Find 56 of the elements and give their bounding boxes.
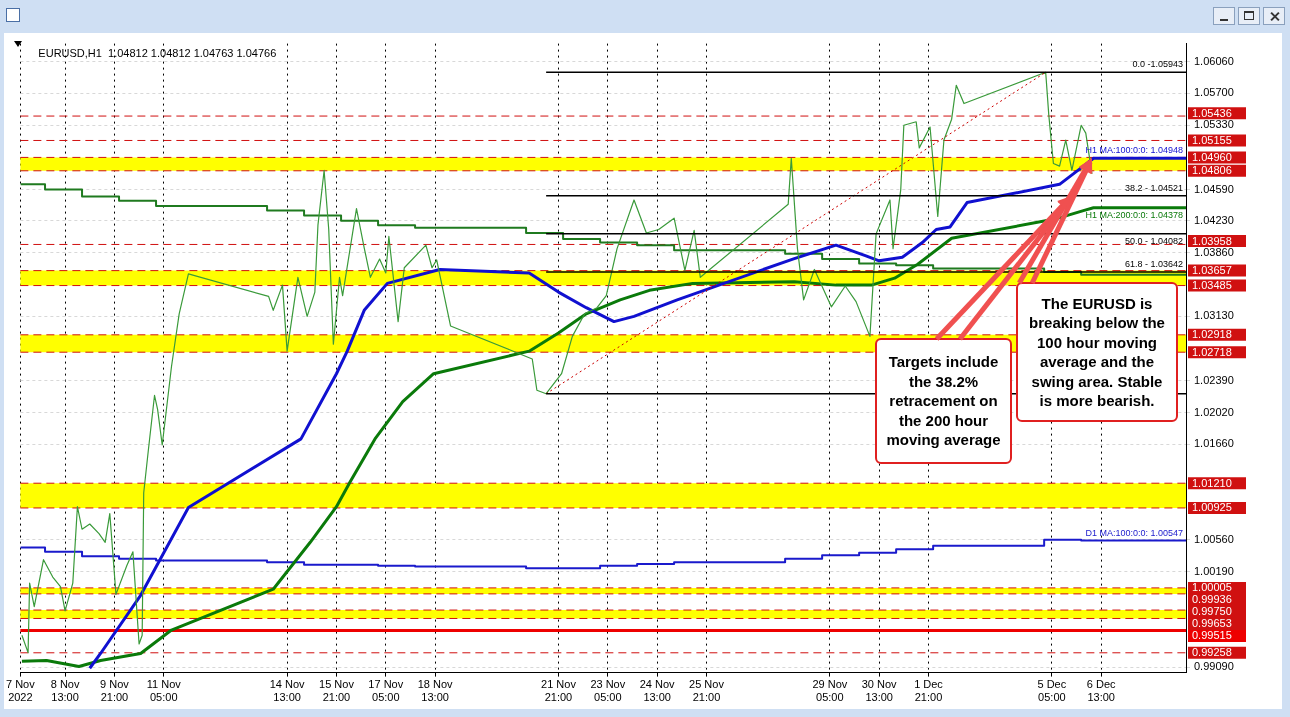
callout: The EURUSD is breaking below the 100 hour moving average and the swing area. Stable is more bearish.	[1016, 282, 1178, 422]
y-tick-label: 1.03860	[1194, 246, 1234, 259]
y-tick-label: 1.05330	[1194, 118, 1234, 131]
ref-line-label: 0.99515	[1192, 629, 1232, 642]
y-tick-label: 1.04230	[1194, 213, 1234, 226]
ref-line-label: 1.04960	[1192, 150, 1232, 163]
y-tick-label: 1.02020	[1194, 405, 1234, 418]
ref-line-label: 1.02918	[1192, 328, 1232, 341]
series-label: H1 MA:200:0:0: 1.04378	[1085, 209, 1183, 220]
x-tick-label: 29 Nov 05:00	[812, 678, 848, 704]
ref-line-label: 1.01210	[1192, 476, 1232, 489]
ref-line-label: 1.03657	[1192, 264, 1232, 277]
x-tick-label: 9 Nov 21:00	[100, 678, 130, 704]
ref-line-label: 1.03485	[1192, 279, 1232, 292]
series-label: 61.8 - 1.03642	[1124, 259, 1183, 270]
y-tick-label: 1.05700	[1194, 86, 1234, 99]
y-tick-label: 1.03130	[1194, 309, 1234, 322]
chart-title: EURUSD,H1 1.04812 1.04812 1.04763 1.04766	[38, 46, 277, 59]
y-tick-label: 1.04590	[1194, 182, 1234, 195]
x-tick-label: 18 Nov 13:00	[417, 678, 454, 704]
y-tick-label: 1.00190	[1194, 564, 1234, 577]
x-tick-label: 6 Dec 13:00	[1086, 678, 1117, 704]
ref-line-label: 1.05155	[1192, 134, 1232, 146]
x-tick-label: 1 Dec 21:00	[914, 678, 944, 704]
x-tick-label: 25 Nov 21:00	[689, 678, 725, 704]
x-tick-label: 30 Nov 13:00	[861, 678, 898, 704]
y-tick-label: 1.06060	[1194, 54, 1234, 67]
ref-line-label: 0.99258	[1192, 646, 1232, 659]
y-tick-label: 1.00560	[1194, 532, 1234, 545]
ref-line-label: 1.04806	[1192, 164, 1232, 177]
series-label: 0.0 -1.05943	[1132, 59, 1183, 70]
x-tick-label: 17 Nov 05:00	[368, 678, 404, 704]
ref-line-label: 1.00005	[1192, 581, 1232, 594]
ref-line-label: 1.00925	[1192, 501, 1232, 514]
x-tick-label: 8 Nov 13:00	[50, 678, 80, 704]
ref-line-label: 1.05436	[1192, 106, 1232, 119]
ref-line-label: 1.03958	[1192, 234, 1232, 247]
ref-line-label: 0.99750	[1192, 605, 1232, 618]
ref-line-label: 0.99653	[1192, 617, 1232, 630]
ref-line-label: 1.02718	[1192, 345, 1232, 358]
y-tick-label: 1.02390	[1194, 373, 1234, 386]
y-tick-label: 0.99090	[1194, 660, 1234, 673]
x-tick-label: 14 Nov 13:00	[269, 678, 306, 704]
x-tick-label: 23 Nov 05:00	[590, 678, 626, 704]
series-label: D1 MA:100:0:0: 1.00547	[1085, 527, 1183, 538]
series-label: 38.2 - 1.04521	[1124, 182, 1183, 193]
x-tick-label: 11 Nov 05:00	[146, 678, 182, 704]
x-tick-label: 5 Dec 05:00	[1037, 678, 1067, 704]
x-tick-label: 7 Nov 2022	[5, 678, 36, 704]
x-tick-label: 24 Nov 13:00	[639, 678, 676, 704]
y-tick-label: 1.01660	[1194, 437, 1234, 450]
x-tick-label: 15 Nov 21:00	[319, 678, 355, 704]
series-label: 50.0 - 1.04082	[1124, 235, 1183, 246]
ref-line-label: 0.99936	[1192, 593, 1232, 606]
x-tick-label: 21 Nov 21:00	[541, 678, 577, 704]
callout: Targets include the 38.2% retracement on the 200 hour moving average	[875, 338, 1012, 464]
